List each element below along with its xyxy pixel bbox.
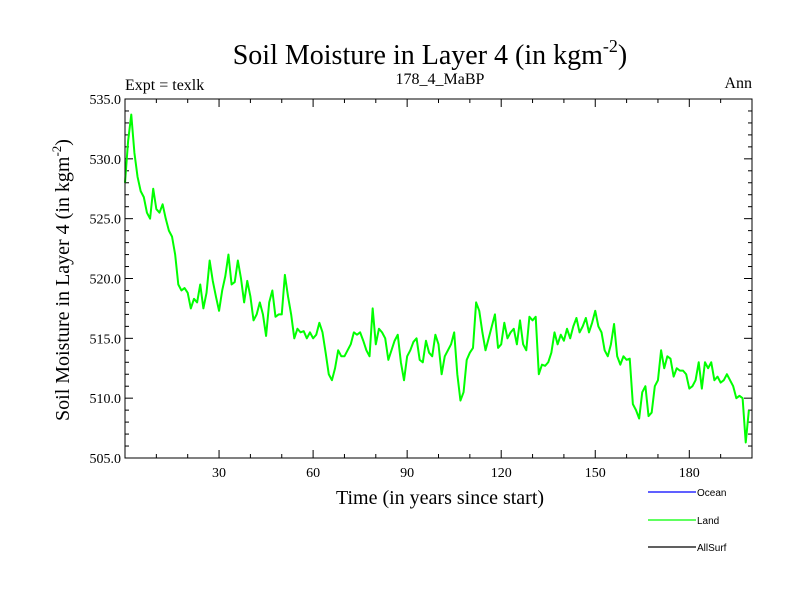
series-line-land xyxy=(124,113,750,444)
x-tick-label: 150 xyxy=(585,466,606,481)
subtitle-center: 178_4_MaBP xyxy=(396,71,485,88)
chart-title: Soil Moisture in Layer 4 (in kgm-2) xyxy=(233,36,628,71)
y-tick-label: 525.0 xyxy=(90,213,122,228)
x-tick-label: 120 xyxy=(491,466,512,481)
y-tick-label: 535.0 xyxy=(90,93,122,108)
x-tick-label: 60 xyxy=(306,466,320,481)
y-tick-label: 510.0 xyxy=(90,392,122,407)
subtitle-right: Ann xyxy=(724,75,752,92)
y-tick-label: 505.0 xyxy=(90,452,122,467)
x-axis-label: Time (in years since start) xyxy=(336,487,544,509)
legend-label-land: Land xyxy=(697,516,719,527)
y-tick-label: 530.0 xyxy=(90,153,122,168)
y-tick-label: 515.0 xyxy=(90,332,122,347)
x-tick-label: 90 xyxy=(400,466,414,481)
series-layer xyxy=(124,113,750,444)
y-axis-label: Soil Moisture in Layer 4 (in kgm-2) xyxy=(49,139,74,421)
plot-frame xyxy=(124,98,753,459)
x-tick-label: 30 xyxy=(212,466,226,481)
legend-label-allsurf: AllSurf xyxy=(697,543,727,554)
tick-layer: 505.0 510.0 515.0 520.0 525.0 530.0 535.0 30 60 9… xyxy=(90,93,752,481)
legend: Ocean Land AllSurf xyxy=(648,488,727,554)
y-tick-label: 520.0 xyxy=(90,273,122,288)
x-tick-label: 180 xyxy=(679,466,700,481)
legend-label-ocean: Ocean xyxy=(697,488,726,499)
subtitle-left: Expt = texlk xyxy=(125,77,204,94)
